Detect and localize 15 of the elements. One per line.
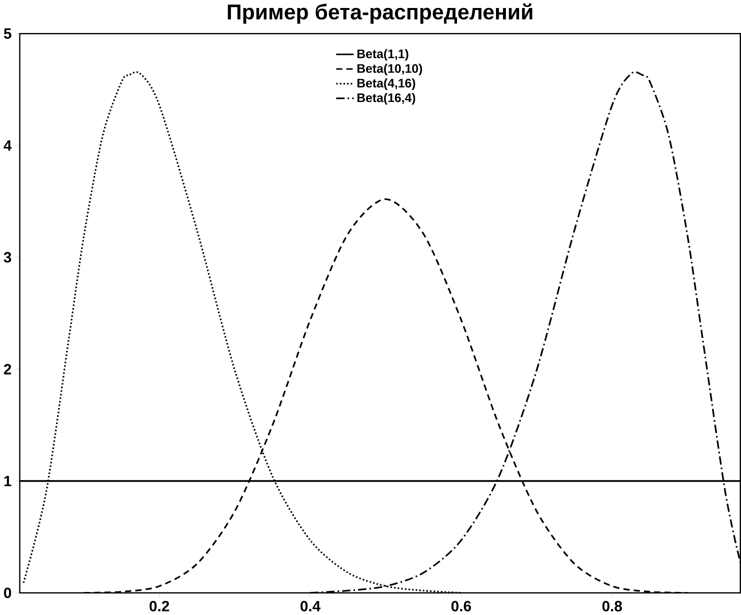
- legend-label: Beta(10,10): [357, 64, 422, 76]
- y-tick-label: 4: [4, 140, 12, 151]
- y-tick-label: 3: [4, 252, 12, 263]
- x-tick-label: 0.8: [602, 600, 622, 612]
- y-tick-label: 2: [4, 364, 12, 374]
- legend-label: Beta(4,16): [357, 78, 416, 90]
- legend-label: Beta(16,4): [357, 93, 416, 105]
- x-tick-label: 0.2: [150, 600, 170, 612]
- y-tick-label: 0: [4, 588, 12, 598]
- y-tick-label: 1: [4, 476, 12, 486]
- x-tick-label: 0.4: [300, 600, 321, 612]
- legend-label: Beta(1,1): [357, 49, 408, 61]
- y-tick-label: 5: [4, 28, 12, 39]
- chart-title: Пример бета-распределений: [228, 4, 532, 24]
- x-tick-label: 0.6: [451, 600, 471, 612]
